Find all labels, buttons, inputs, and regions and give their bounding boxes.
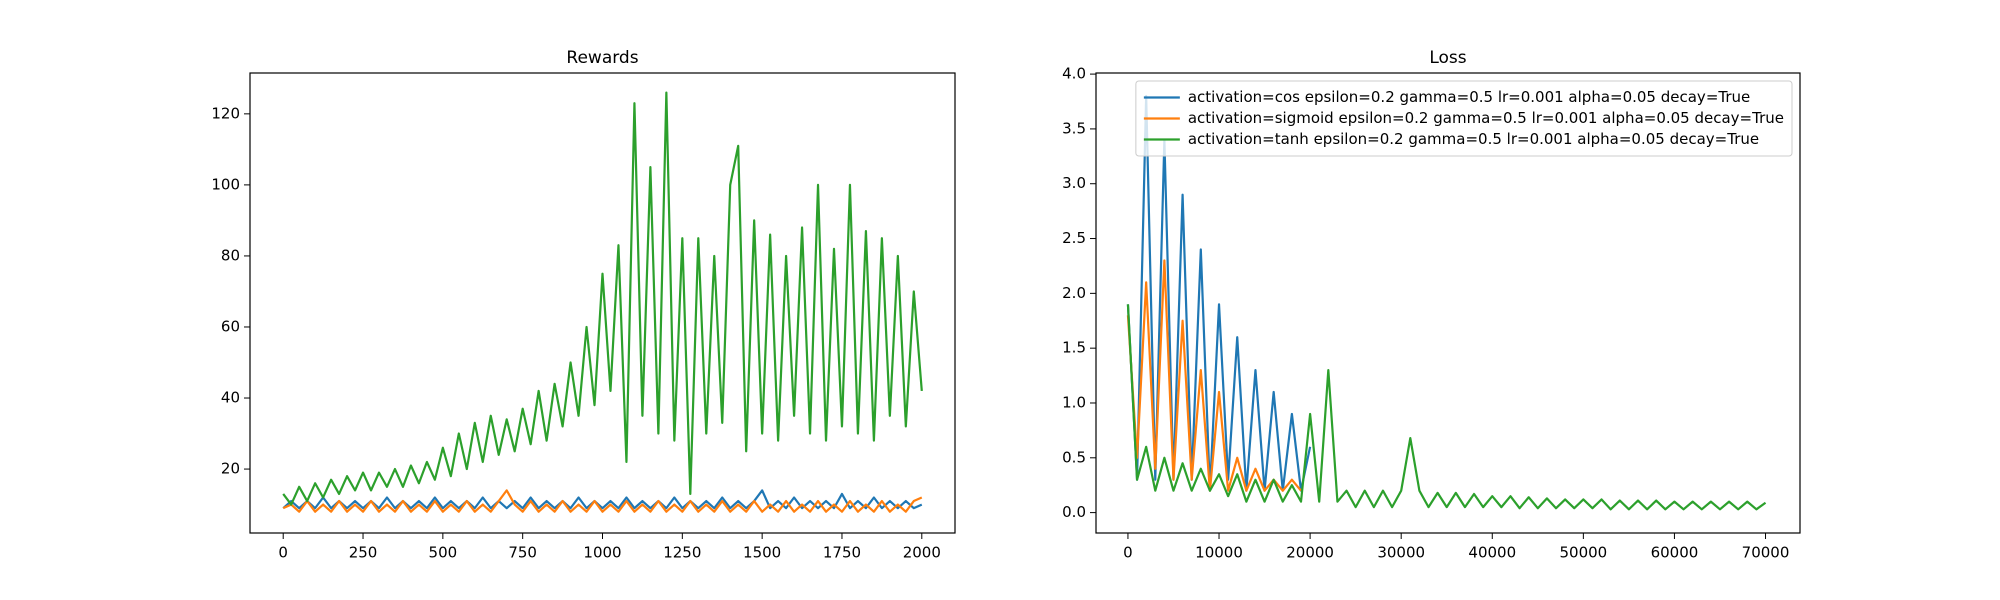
legend-label: activation=tanh epsilon=0.2 gamma=0.5 lr… [1188,130,1759,148]
x-tick-label: 1500 [743,544,781,562]
x-tick-label: 30000 [1377,544,1425,562]
x-tick-label: 40000 [1468,544,1516,562]
x-tick-label: 0 [278,544,288,562]
x-tick-label: 1000 [583,544,621,562]
x-tick-label: 750 [508,544,537,562]
y-tick-label: 2.5 [1062,229,1086,247]
x-tick-label: 60000 [1651,544,1699,562]
y-tick-label: 20 [221,460,240,478]
x-tick-label: 50000 [1559,544,1607,562]
x-tick-label: 2000 [903,544,941,562]
y-tick-label: 40 [221,389,240,407]
data-line [1126,94,1312,492]
y-tick-label: 120 [211,104,240,122]
chart-title: Loss [1429,48,1466,68]
x-tick-label: 1750 [823,544,861,562]
legend: activation=cos epsilon=0.2 gamma=0.5 lr=… [1135,80,1793,157]
data-line [282,489,923,510]
y-tick-label: 2.0 [1062,284,1086,302]
x-tick-label: 70000 [1742,544,1790,562]
subplot: Loss 0 10000 20000 30000 40000 50000 60000 70000… [1062,48,1801,562]
y-tick-label: 0.0 [1062,503,1086,521]
axes-frame [249,72,956,534]
x-tick-label: 250 [349,544,378,562]
x-tick-label: 10000 [1195,544,1243,562]
y-tick-label: 100 [211,175,240,193]
legend-label: activation=cos epsilon=0.2 gamma=0.5 lr=… [1188,88,1750,106]
x-tick-label: 500 [429,544,458,562]
y-tick-label: 4.0 [1062,65,1086,83]
legend-label: activation=sigmoid epsilon=0.2 gamma=0.5… [1188,109,1784,127]
y-tick-label: 3.5 [1062,119,1086,137]
y-tick-label: 80 [221,246,240,264]
y-tick-label: 60 [221,317,240,335]
data-line [282,91,923,506]
axes-frame [1095,72,1801,534]
x-tick-label: 20000 [1286,544,1334,562]
y-tick-label: 0.5 [1062,448,1086,466]
x-tick-label: 1250 [663,544,701,562]
legend-box [1135,80,1793,157]
x-tick-label: 0 [1123,544,1133,562]
y-tick-label: 3.0 [1062,174,1086,192]
data-line [1126,304,1767,511]
data-line [282,489,923,513]
y-tick-label: 1.0 [1062,393,1086,411]
subplot: Rewards 0 250 500 750 1000 1250 1500 1750 2000 20 4… [211,48,956,562]
y-tick-label: 1.5 [1062,339,1086,357]
chart-title: Rewards [566,48,638,68]
